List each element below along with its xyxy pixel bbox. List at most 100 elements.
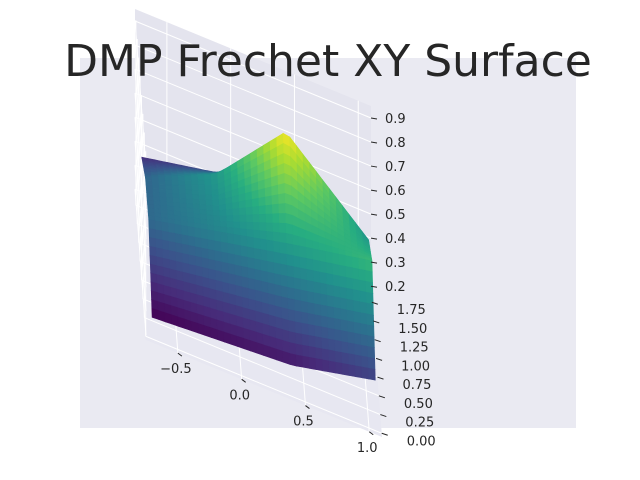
y-tick-label: 0.25 [405, 416, 434, 431]
z-tick-label: 0.5 [385, 208, 406, 223]
surface-facet [321, 348, 330, 362]
surface-facet [246, 221, 254, 231]
surface-facet [322, 359, 330, 373]
surface-facet [354, 365, 363, 379]
surface-facet [201, 247, 210, 260]
surface-facet [197, 322, 205, 336]
surface-facet [328, 338, 336, 352]
z-gridline-left [134, 20, 147, 168]
surface-facet [253, 229, 261, 240]
x-tick-mark [368, 431, 374, 436]
surface-facet [232, 208, 241, 216]
surface-facet [341, 363, 350, 376]
surface-facet [168, 222, 176, 234]
surface-facet [273, 251, 282, 265]
surface-facet [152, 184, 160, 190]
surface-facet [184, 318, 192, 332]
surface-facet [293, 255, 301, 269]
surface-facet [165, 188, 174, 195]
z-gridline-back [134, 44, 372, 143]
surface-facet [288, 331, 297, 345]
surface-facet [274, 273, 282, 287]
surface-facet [177, 316, 186, 329]
surface-facet [241, 276, 250, 289]
surface-facet [302, 355, 311, 369]
surface-facet [197, 179, 206, 186]
surface-facet [260, 270, 269, 284]
x-tick-mark [241, 378, 246, 383]
surface-facet [292, 244, 301, 258]
z-tick-mark [370, 141, 378, 144]
surface-facet [172, 193, 181, 199]
surface-facet [280, 274, 289, 288]
surface-facet [307, 291, 315, 305]
surface-facet [223, 331, 232, 345]
surface-facet [294, 299, 302, 313]
surface-facet [299, 256, 308, 270]
surface-facet [212, 210, 221, 217]
surface-facet [306, 269, 315, 283]
surface-facet [354, 354, 363, 368]
surface-facet [171, 180, 180, 186]
surface-facet [247, 246, 255, 260]
surface-facet [240, 255, 249, 269]
surface-facet [259, 230, 268, 241]
z-gridline-left [134, 189, 147, 336]
surface-facet [144, 176, 153, 182]
surface-facet [308, 335, 316, 348]
surface-facet [164, 175, 173, 182]
z-gridline-left [134, 93, 147, 240]
surface-facet [205, 189, 213, 196]
surface-facet [185, 193, 194, 200]
surface-facet [301, 322, 310, 336]
y-tick-mark [371, 301, 379, 305]
surface-facet [259, 213, 267, 224]
surface-facet [243, 337, 251, 352]
surface-facet [259, 238, 268, 252]
surface-facet [294, 310, 303, 324]
surface-facet [308, 346, 317, 359]
surface-facet [315, 358, 324, 372]
surface-facet [267, 271, 276, 285]
surface-facet [277, 183, 286, 195]
surface-facet [168, 241, 177, 253]
surface-facet [332, 263, 341, 277]
surface-facet [307, 302, 316, 316]
surface-facet [278, 213, 287, 224]
surface-facet [321, 337, 330, 351]
surface-facet [285, 223, 294, 236]
surface-facet [184, 175, 192, 181]
y-tick-mark [378, 395, 386, 399]
surface-facet [300, 267, 308, 281]
surface-facet [194, 246, 203, 259]
surface-facet [340, 297, 348, 311]
surface-facet [276, 348, 284, 363]
surface-facet [348, 353, 356, 367]
y-tick-label: 1.25 [400, 341, 429, 356]
x-tick-label: −0.5 [160, 362, 192, 377]
y-tick-mark [381, 432, 388, 436]
surface-facet [171, 184, 180, 190]
surface-facet [179, 193, 187, 200]
surface-facet [286, 265, 295, 279]
surface-facet [334, 329, 342, 342]
surface-facet [314, 303, 322, 317]
surface-facet [265, 222, 274, 233]
surface-facet [333, 285, 341, 299]
chart-title: DMP Frechet XY Surface [64, 36, 592, 87]
surface-facet [274, 284, 282, 298]
surface-facet [294, 288, 302, 302]
surface-facet [361, 355, 369, 369]
surface-facet [228, 263, 236, 276]
surface-facet [181, 243, 190, 256]
surface-facet [172, 188, 180, 195]
surface-facet [338, 253, 347, 267]
surface-facet [365, 259, 373, 273]
z-tick-mark [370, 189, 378, 192]
surface-facet [191, 189, 200, 196]
surface-facet [258, 205, 267, 215]
surface-facet [154, 220, 163, 232]
surface-facet [211, 194, 220, 201]
surface-facet [232, 201, 240, 210]
surface-facet [221, 271, 230, 285]
